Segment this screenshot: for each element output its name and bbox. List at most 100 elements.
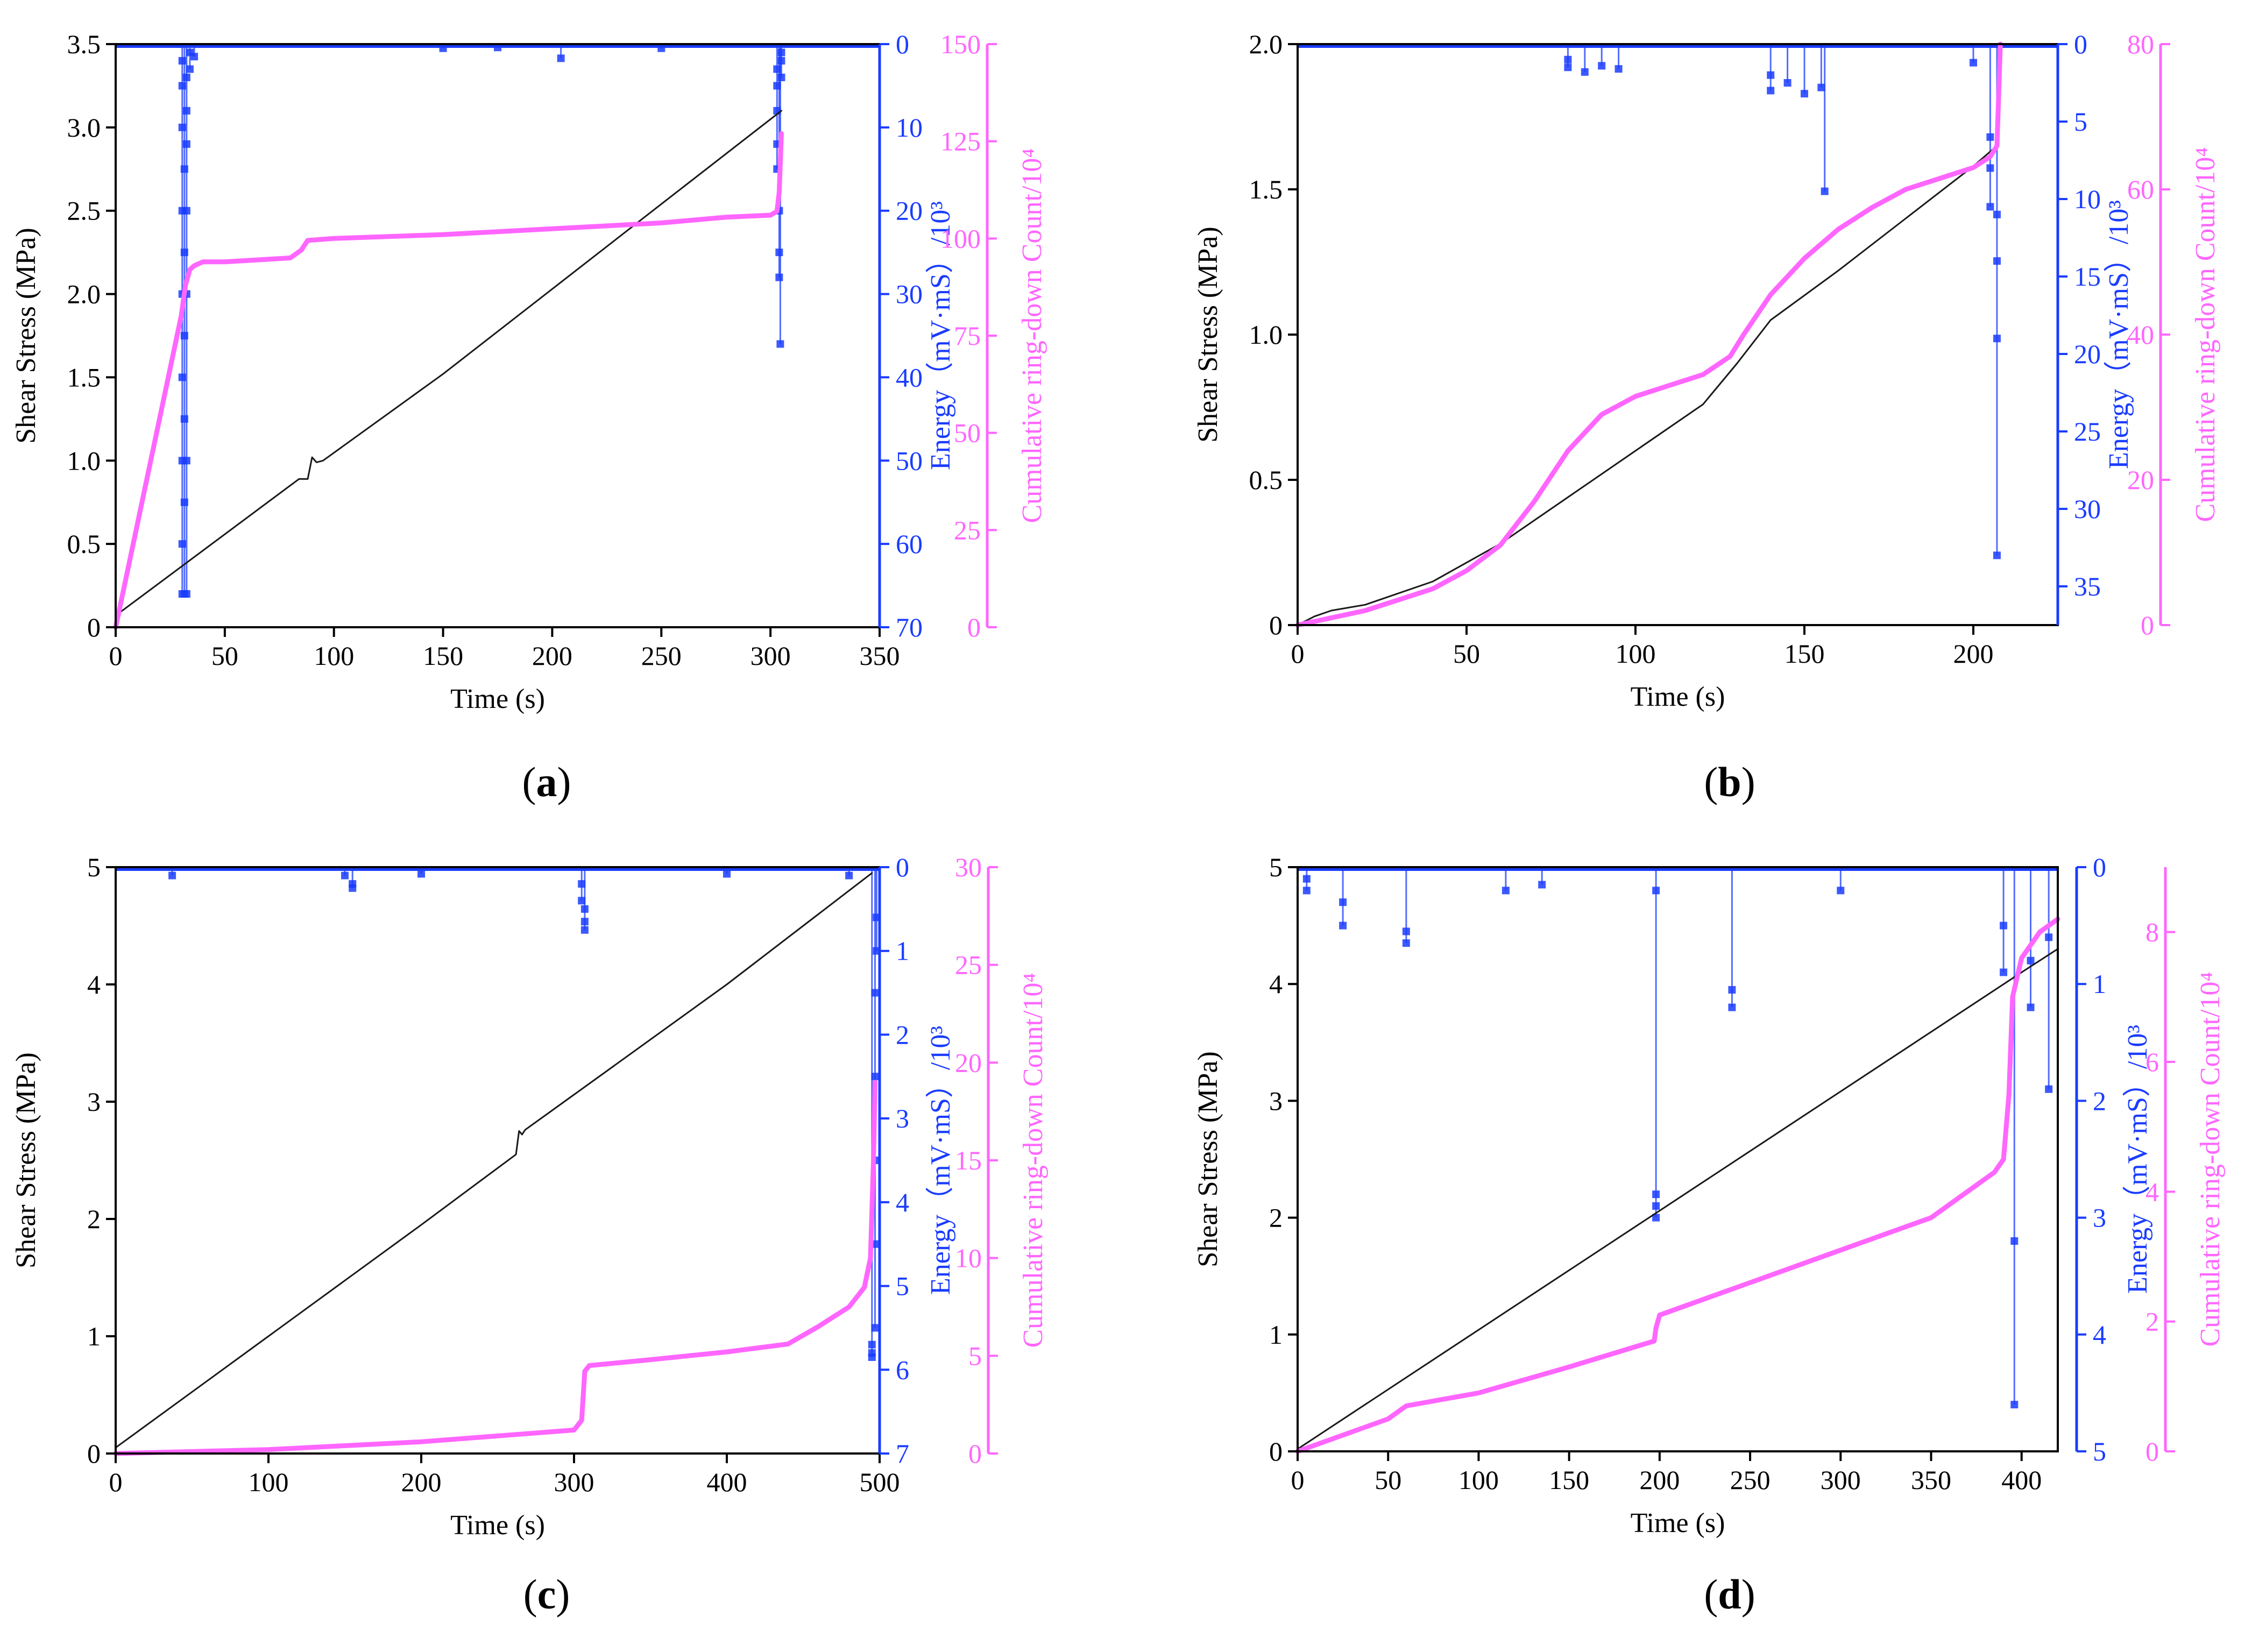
panel-d-energy-tick-label-4: 4 xyxy=(2093,1320,2106,1350)
panel-a-count-axis-title: Cumulative ring-down Count/10⁴ xyxy=(1017,148,1047,523)
panel-b-x-axis-title: Time (s) xyxy=(1631,682,1725,712)
panel-c-x-tick-label-1: 100 xyxy=(249,1467,289,1497)
panel-d-energy-point-5-2 xyxy=(1652,1202,1660,1210)
panel-d-energy-point-6-0 xyxy=(1728,986,1736,994)
panel-c-panel-label-open: ( xyxy=(523,1571,537,1618)
panel-d-energy-point-1-0 xyxy=(1339,898,1347,906)
panel-b-count-tick-label-2: 40 xyxy=(2127,320,2154,350)
panel-c-energy-series xyxy=(116,867,881,1361)
panel-d-x-tick-label-1: 50 xyxy=(1375,1465,1401,1495)
panel-a-energy-point-4-0 xyxy=(190,53,199,61)
panel-c-x-axis-title: Time (s) xyxy=(450,1510,545,1541)
panel-c-panel-label-letter: c xyxy=(537,1571,556,1618)
panel-a-x-tick-label-5: 250 xyxy=(641,641,682,671)
panel-c-count-tick-label-0: 0 xyxy=(968,1438,982,1469)
panel-c-energy-point-6-0 xyxy=(723,870,731,878)
panel-a-x-tick-label-6: 300 xyxy=(750,641,791,671)
panel-c-count-tick-label-1: 5 xyxy=(968,1341,982,1371)
panel-b-y-tick-label-2: 1.0 xyxy=(1249,320,1283,350)
panel-d-energy-tick-label-1: 1 xyxy=(2093,969,2106,999)
panel-a-x-tick-label-4: 200 xyxy=(532,641,572,671)
panel-d-energy-point-8-0 xyxy=(2000,921,2008,930)
panel-c-y-tick-label-0: 0 xyxy=(87,1438,101,1469)
panel-c-y-tick-label-3: 3 xyxy=(87,1087,101,1117)
panel-c-energy-point-9-4 xyxy=(871,1324,879,1332)
panel-b-count-tick-label-1: 20 xyxy=(2127,465,2154,495)
panel-a-plot-frame xyxy=(115,43,881,628)
panel-a-count-line xyxy=(113,131,784,630)
panel-a-count-tick-label-3: 75 xyxy=(954,321,981,351)
panel-b-energy-point-4-0 xyxy=(1767,71,1775,79)
panel-a-energy-tick-label-1: 10 xyxy=(896,112,923,143)
panel-d-energy-tick-label-3: 3 xyxy=(2093,1203,2106,1233)
panel-d-energy-point-0-1 xyxy=(1302,887,1311,895)
panel-b-energy-point-1-0 xyxy=(1581,68,1589,76)
panel-a-y-tick-label-1: 0.5 xyxy=(67,529,101,559)
panel-a-x-axis-title: Time (s) xyxy=(450,684,545,714)
panel-b-energy-point-0-1 xyxy=(1564,63,1572,72)
panel-d-x-tick-label-6: 300 xyxy=(1821,1465,1861,1495)
panel-a-energy-tick-label-7: 70 xyxy=(896,612,923,642)
panel-a-energy-tick-label-6: 60 xyxy=(896,529,923,559)
panel-d-energy-point-11-0 xyxy=(2045,1085,2053,1093)
panel-a-x-tick-label-3: 150 xyxy=(423,641,463,671)
panel-a-stress-line xyxy=(115,110,782,616)
panel-b-energy-point-9-0 xyxy=(1970,59,1977,67)
panel-b-energy-point-3-0 xyxy=(1614,65,1623,73)
panel-c-count-tick-label-3: 15 xyxy=(955,1145,982,1175)
panel-a-energy-point-10-2 xyxy=(775,273,783,281)
panel-c-panel-label-close: ) xyxy=(556,1571,570,1618)
panel-a-panel-label: (a) xyxy=(522,758,571,805)
panel-b-x-tick-label-4: 200 xyxy=(1953,639,1994,669)
panel-a-y-tick-label-5: 2.5 xyxy=(67,196,101,226)
panel-a-count-tick-label-1: 25 xyxy=(954,515,981,545)
panel-a-x-tick-label-2: 100 xyxy=(314,641,354,671)
panel-c-energy-tick-label-0: 0 xyxy=(896,852,909,882)
panel-c-energy-point-5-1 xyxy=(580,918,589,926)
panel-b-energy-tick-label-0: 0 xyxy=(2074,29,2087,59)
panel-c-x-tick-label-3: 300 xyxy=(554,1467,594,1497)
panel-b-energy-point-11-1 xyxy=(1993,257,2001,265)
panel-d-count-tick-label-1: 2 xyxy=(2145,1307,2159,1337)
panel-d-energy-point-9-1 xyxy=(2010,1401,2019,1409)
panel-c-energy-tick-label-3: 3 xyxy=(896,1103,909,1133)
panel-a-energy-series xyxy=(116,44,880,598)
panel-d-energy-tick-label-2: 2 xyxy=(2093,1086,2106,1116)
panel-a-energy-point-6-0 xyxy=(494,44,501,52)
panel-c-x-tick-label-2: 200 xyxy=(401,1467,442,1497)
panel-d-panel-label-letter: d xyxy=(1718,1571,1741,1618)
panel-d-energy-tick-label-5: 5 xyxy=(2093,1436,2106,1466)
panel-d-x-tick-label-8: 400 xyxy=(2001,1465,2042,1495)
panel-d-plot-frame xyxy=(1297,866,2059,1452)
panel-c-energy-point-0-0 xyxy=(168,871,176,880)
panel-c-energy-point-5-0 xyxy=(580,905,589,913)
panel-d-energy-series xyxy=(1298,867,2058,1409)
panel-d-energy-baseline xyxy=(1298,867,2058,871)
panel-a-energy-point-2-3 xyxy=(182,207,190,215)
panel-d-energy-point-5-1 xyxy=(1652,1190,1660,1199)
panel-d-panel-label-close: ) xyxy=(1741,1571,1755,1618)
panel-a-energy-tick-label-0: 0 xyxy=(896,29,909,59)
panel-b-energy-tick-label-3: 15 xyxy=(2074,261,2101,292)
panel-c-energy-tick-label-1: 1 xyxy=(896,936,909,966)
panel-b-energy-tick-label-4: 20 xyxy=(2074,339,2101,369)
panel-d-energy-point-8-1 xyxy=(2000,968,2008,976)
panel-b-energy-point-4-1 xyxy=(1767,87,1775,95)
panel-c-x-tick-label-5: 500 xyxy=(860,1467,900,1497)
panel-b-energy-point-11-0 xyxy=(1993,210,2001,218)
panel-a-y-tick-label-7: 3.5 xyxy=(67,29,101,59)
panel-b-panel-label-close: ) xyxy=(1741,758,1755,805)
panel-b-energy-point-5-0 xyxy=(1783,79,1791,87)
panel-d-panel-label-open: ( xyxy=(1704,1571,1718,1618)
panel-b-energy-point-11-3 xyxy=(1993,551,2001,559)
panel-b-energy-point-10-1 xyxy=(1986,164,1994,172)
panel-a-energy-point-7-0 xyxy=(557,54,565,62)
panel-b-count-tick-label-4: 80 xyxy=(2127,29,2154,59)
panel-a-energy-point-2-0 xyxy=(182,590,190,598)
panel-d-panel-label: (d) xyxy=(1704,1571,1755,1618)
panel-d-energy-point-5-3 xyxy=(1652,1214,1660,1222)
panel-b-energy-series xyxy=(1298,44,2058,559)
panel-c-energy-baseline xyxy=(116,867,880,871)
